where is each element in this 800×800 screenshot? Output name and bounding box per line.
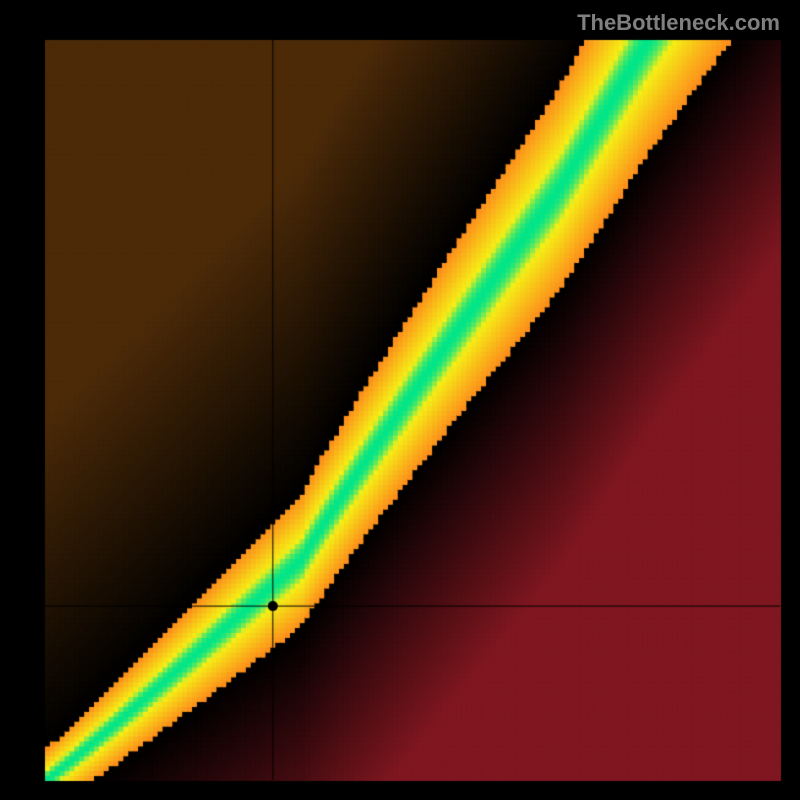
bottleneck-heatmap	[0, 0, 800, 800]
chart-container: TheBottleneck.com	[0, 0, 800, 800]
watermark-text: TheBottleneck.com	[577, 10, 780, 36]
